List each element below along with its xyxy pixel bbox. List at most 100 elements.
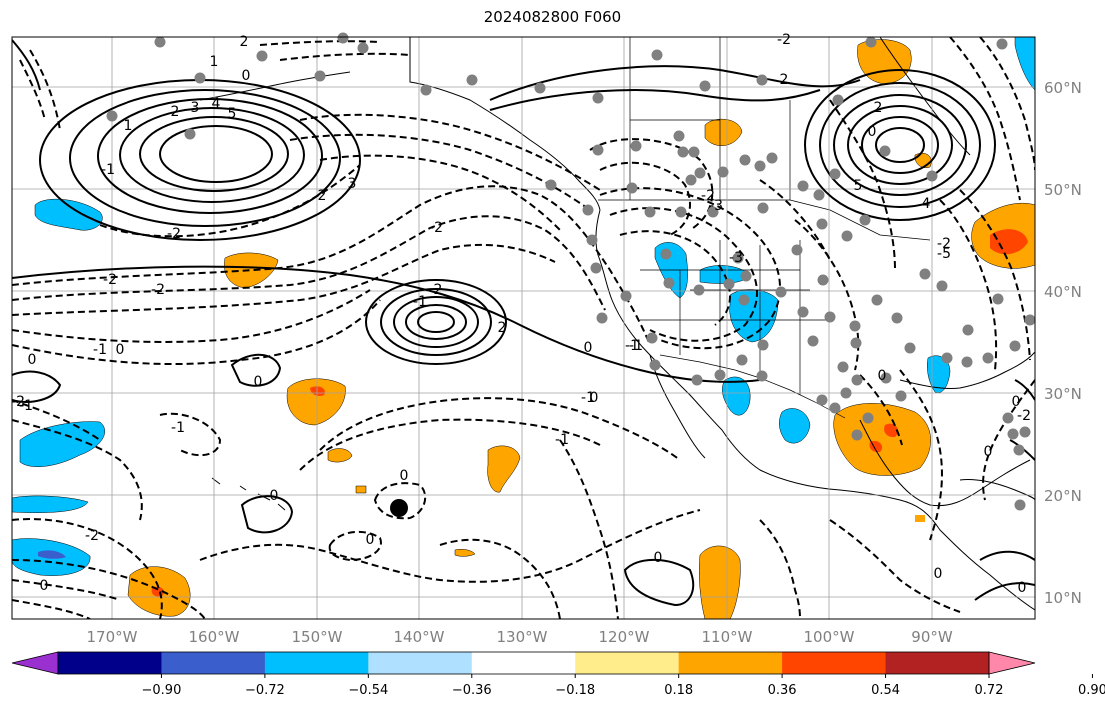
colorbar-segment [368, 652, 473, 674]
contour-ring [393, 296, 479, 348]
contour-line [373, 482, 427, 520]
contour-label: 0 [116, 342, 125, 358]
station-marker [816, 218, 828, 230]
colorbar-tick-label: 0.36 [768, 683, 797, 698]
negative-anomaly-region [722, 376, 751, 416]
station-marker [816, 394, 828, 406]
station-marker [688, 146, 700, 158]
contour-label: 0 [40, 578, 49, 594]
positive-anomaly-region [487, 445, 521, 493]
colorbar-tick-label: −0.72 [245, 683, 285, 698]
contour-label: 0 [366, 532, 375, 548]
colorbar-extend-min [11, 651, 59, 675]
contour-label: 2 [318, 188, 327, 204]
positive-anomaly-region [286, 378, 346, 426]
station-marker [714, 369, 726, 381]
station-marker [693, 284, 705, 296]
station-marker [660, 248, 672, 260]
station-marker [596, 312, 608, 324]
contour-line [12, 289, 371, 343]
contour-ring [139, 116, 289, 192]
station-marker [941, 352, 953, 364]
station-marker [663, 277, 675, 289]
cuba [959, 479, 1035, 501]
station-marker [850, 337, 862, 349]
colorbar-tick-label: 0.90 [1078, 683, 1105, 698]
contour-label: 2 [498, 320, 507, 336]
colorbar-outline [57, 651, 990, 675]
contour-label: 4 [922, 196, 931, 212]
contour-ring [819, 82, 981, 208]
lat-label: 10°N [1044, 589, 1082, 607]
station-marker [545, 179, 557, 191]
contour-line [759, 519, 801, 619]
positive-anomaly-region [355, 485, 367, 494]
colorbar-tick-label: −0.36 [452, 683, 492, 698]
contour-line [319, 154, 561, 231]
contour-ring [417, 311, 455, 333]
station-marker [817, 274, 829, 286]
station-marker [1019, 426, 1031, 438]
station-marker [732, 252, 744, 264]
contour-line [279, 52, 411, 61]
contour-line [199, 509, 701, 583]
station-marker [797, 306, 809, 318]
contour-line [829, 519, 961, 613]
contour-label: 0 [242, 68, 251, 84]
contour-line [240, 495, 294, 534]
contour-label: -1 [555, 432, 569, 448]
contour-label: 2 [874, 100, 883, 116]
station-marker [739, 154, 751, 166]
station-marker [807, 335, 819, 347]
positive-anomaly-region [454, 548, 476, 557]
station-marker [982, 352, 994, 364]
contour-label: 5 [854, 178, 863, 194]
contour-line [12, 399, 101, 441]
province-borders [629, 37, 791, 200]
contour-label: 0 [254, 374, 263, 390]
station-marker [926, 170, 938, 182]
positive-anomaly-region [704, 118, 743, 146]
station-marker [824, 311, 836, 323]
map-title: 2024082800 F060 [483, 8, 622, 26]
station-marker [707, 206, 719, 218]
contour-label: -1 [93, 342, 107, 358]
station-marker [1024, 314, 1036, 326]
station-marker [651, 49, 663, 61]
contour-line [12, 518, 163, 619]
contour-line [299, 113, 601, 191]
contour-label: -1 [581, 390, 595, 406]
negative-anomaly-region [34, 198, 103, 231]
contour-label: 2 [434, 282, 443, 298]
colorbar-extend-max [988, 651, 1036, 675]
station-marker [849, 320, 861, 332]
station-marker [862, 412, 874, 424]
contour-label: -2 [103, 272, 117, 288]
contour-line [12, 265, 761, 383]
us-canada-border [598, 199, 931, 241]
contour-line [599, 187, 781, 350]
station-marker [677, 146, 689, 158]
colorbar-segment [161, 652, 266, 674]
station-marker [840, 387, 852, 399]
station-marker [851, 429, 863, 441]
contour-line [12, 39, 41, 91]
station-marker [829, 402, 841, 414]
map-background [12, 37, 1035, 619]
contour-label: -2 [777, 32, 791, 48]
contour-label: 0 [878, 368, 887, 384]
lat-label: 60°N [1044, 79, 1082, 97]
station-marker [337, 32, 349, 44]
station-marker [832, 94, 844, 106]
negative-anomaly-region [19, 421, 105, 467]
colorbar-tick-labels: −0.90 −0.72 −0.54 −0.36 −0.18 0.18 0.36 0.54 0.7… [142, 674, 1105, 698]
contour-label: 1 [210, 54, 219, 70]
contour-line [959, 189, 1031, 361]
station-marker [590, 262, 602, 274]
station-marker [717, 166, 729, 178]
positive-anomaly-region [915, 515, 925, 522]
colorbar-segment [782, 652, 887, 674]
contour-label: -2 [1017, 408, 1031, 424]
lon-label: 90°W [911, 628, 953, 646]
